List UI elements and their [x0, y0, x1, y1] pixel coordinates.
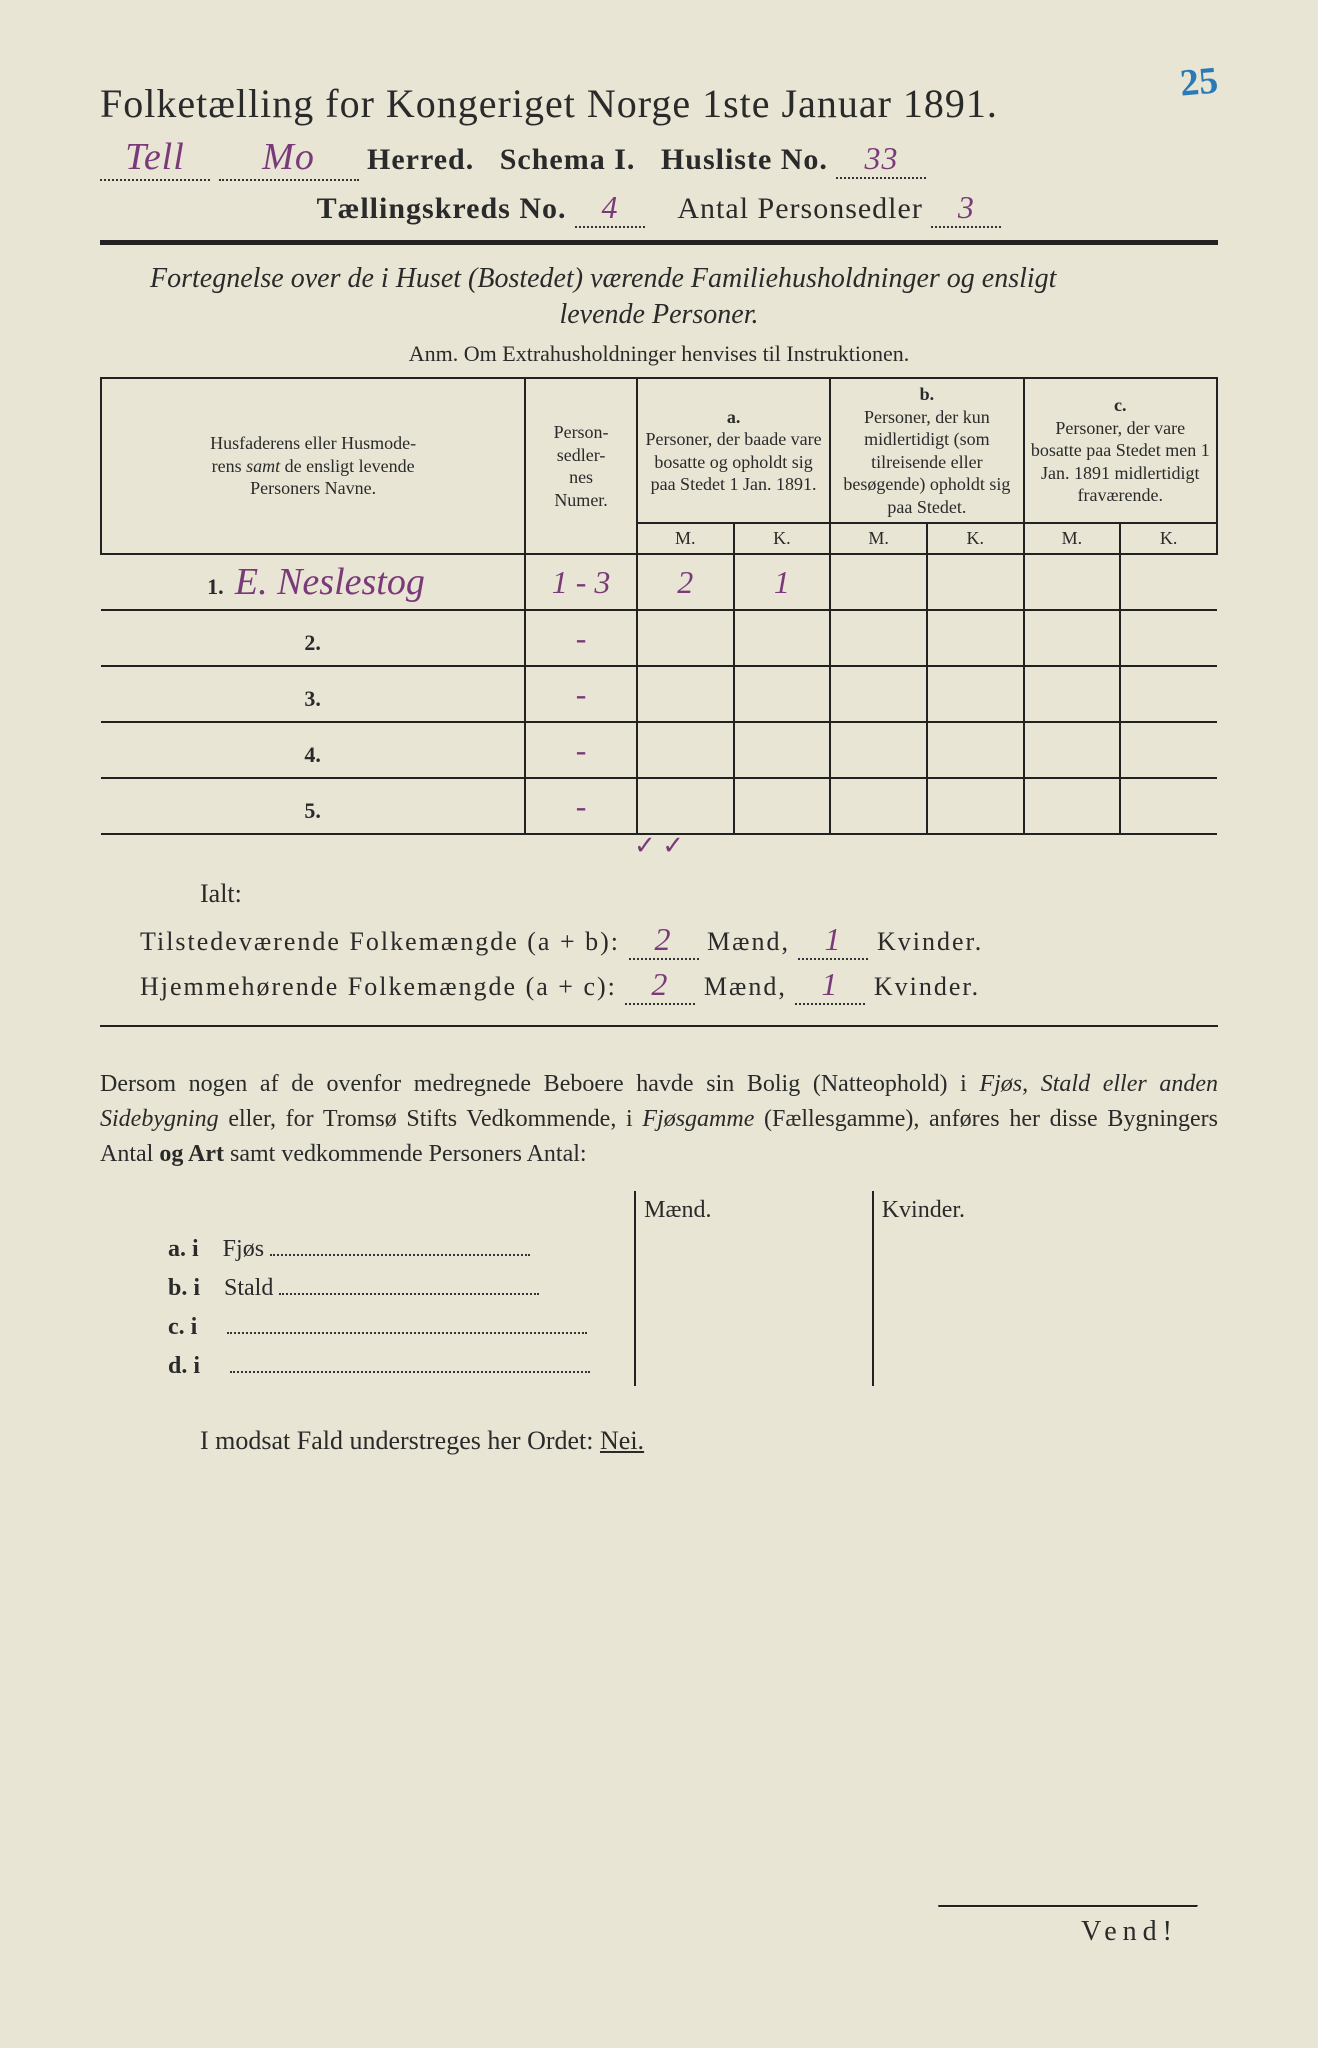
building-row: a. i Fjøs [160, 1230, 1110, 1269]
section-desc-1: Fortegnelse over de i Huset (Bostedet) v… [150, 263, 1218, 295]
divider [938, 1905, 1198, 1908]
person-label: Antal Personsedler [677, 192, 922, 225]
col-b-header: b. Personer, der kun midlertidigt (som t… [830, 378, 1023, 522]
kreds-no: 4 [575, 189, 645, 228]
herred-label: Herred. [367, 143, 474, 176]
col-a-header: a. Personer, der baade vare bosatte og o… [637, 378, 830, 522]
totals-line-1: Tilstedeværende Folkemængde (a + b): 2 M… [140, 921, 1218, 960]
husliste-label: Husliste No. [661, 143, 828, 176]
bldg-head-m: Mænd. [635, 1191, 873, 1230]
kreds-label: Tællingskreds No. [317, 192, 567, 225]
page-annotation: 25 [1178, 58, 1220, 105]
building-row: d. i [160, 1347, 1110, 1386]
census-table: Husfaderens eller Husmode-rens samt de e… [100, 377, 1218, 835]
header-line-1: Tell Mo Herred. Schema I. Husliste No. 3… [100, 135, 1218, 181]
table-row: 5. - [101, 778, 1217, 834]
col-num-header: Person-sedler-nesNumer. [525, 378, 637, 554]
building-table: Mænd. Kvinder. a. i Fjøs b. i Stald c. i… [160, 1191, 1110, 1386]
divider [100, 1025, 1218, 1027]
divider [100, 240, 1218, 245]
table-row: 2. - [101, 610, 1217, 666]
anm-note: Anm. Om Extrahusholdninger henvises til … [100, 341, 1218, 367]
nei-word: Nei. [600, 1426, 644, 1455]
schema-label: Schema I. [500, 143, 636, 176]
herred-hw2: Mo [219, 135, 359, 181]
building-row: b. i Stald [160, 1269, 1110, 1308]
col-b-k: K. [927, 523, 1024, 554]
herred-hw1: Tell [100, 135, 210, 181]
header-line-2: Tællingskreds No. 4 Antal Personsedler 3 [100, 189, 1218, 228]
col-name-header: Husfaderens eller Husmode-rens samt de e… [101, 378, 525, 554]
col-a-k: K. [734, 523, 831, 554]
col-a-m: M. [637, 523, 734, 554]
table-row: 1. E. Neslestog1 - 321 [101, 554, 1217, 610]
husliste-no: 33 [836, 140, 926, 179]
building-row: c. i [160, 1308, 1110, 1347]
checkmarks: ✓ ✓ [634, 831, 684, 860]
section-desc-2: levende Personer. [100, 299, 1218, 331]
col-c-k: K. [1120, 523, 1217, 554]
building-paragraph: Dersom nogen af de ovenfor medregnede Be… [100, 1067, 1218, 1171]
nei-line: I modsat Fald understreges her Ordet: Ne… [200, 1426, 1218, 1456]
person-no: 3 [931, 189, 1001, 228]
totals-line-2: Hjemmehørende Folkemængde (a + c): 2 Mæn… [140, 966, 1218, 1005]
page-title: Folketælling for Kongeriget Norge 1ste J… [100, 80, 1218, 127]
table-row: 3. - [101, 666, 1217, 722]
col-c-m: M. [1024, 523, 1121, 554]
table-row: 4. - [101, 722, 1217, 778]
col-c-header: c. Personer, der vare bosatte paa Stedet… [1024, 378, 1217, 522]
ialt-label: Ialt: [200, 879, 1218, 909]
bldg-head-k: Kvinder. [873, 1191, 1111, 1230]
vend-label: Vend! [1081, 1916, 1178, 1948]
col-b-m: M. [830, 523, 927, 554]
